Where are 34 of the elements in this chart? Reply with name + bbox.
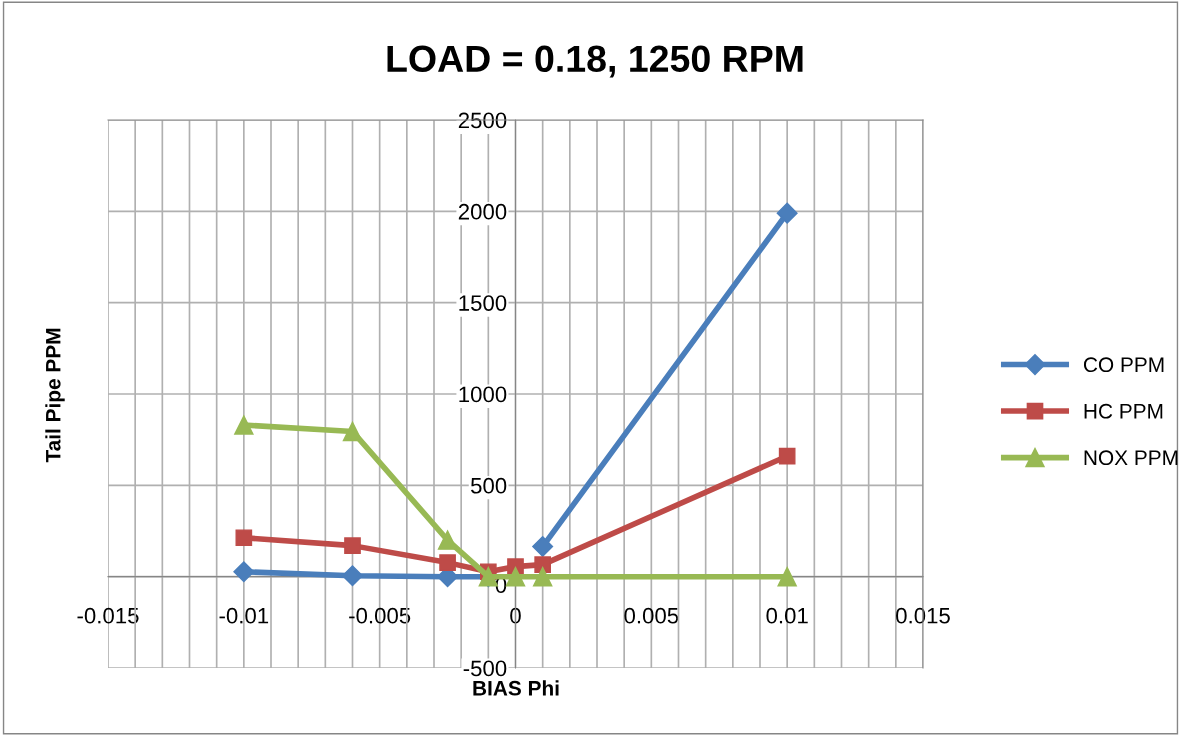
point xyxy=(778,447,796,465)
y-tick-label: -500 xyxy=(463,660,507,677)
y-axis-title: Tail Pipe PPM xyxy=(45,328,65,463)
x-tick-label: -0.015 xyxy=(77,607,139,624)
legend-label: HC PPM xyxy=(1084,403,1163,419)
point xyxy=(532,566,553,587)
y-tick-label: 1000 xyxy=(459,386,507,403)
y-tick-label: 500 xyxy=(470,477,507,494)
point xyxy=(234,415,254,435)
point xyxy=(534,556,552,573)
point xyxy=(777,566,797,587)
y-tick-label: 2500 xyxy=(458,112,507,129)
point xyxy=(439,554,456,571)
point xyxy=(505,566,526,587)
y-tick-label: 2000 xyxy=(458,203,507,220)
x-tick-label: 0.005 xyxy=(624,607,679,624)
point xyxy=(342,421,363,442)
x-tick-label: 0.015 xyxy=(896,607,950,624)
x-tick-label: -0.005 xyxy=(349,607,411,624)
y-tick-label: 1500 xyxy=(459,295,507,311)
x-axis-title: BIAS Phi xyxy=(473,680,559,696)
point xyxy=(344,537,361,554)
x-tick-label: -0.01 xyxy=(219,607,269,624)
x-tick-label: 0 xyxy=(510,607,521,624)
point xyxy=(437,530,458,550)
legend-label: NOX PPM xyxy=(1084,450,1178,466)
legend-label: CO PPM xyxy=(1083,357,1164,373)
point xyxy=(233,561,255,583)
x-tick-label: 0.01 xyxy=(766,607,808,624)
point xyxy=(776,202,798,224)
chart-title: LOAD = 0.18, 1250 RPM xyxy=(387,45,803,78)
point xyxy=(235,529,253,547)
point xyxy=(341,565,364,587)
point xyxy=(532,536,554,558)
